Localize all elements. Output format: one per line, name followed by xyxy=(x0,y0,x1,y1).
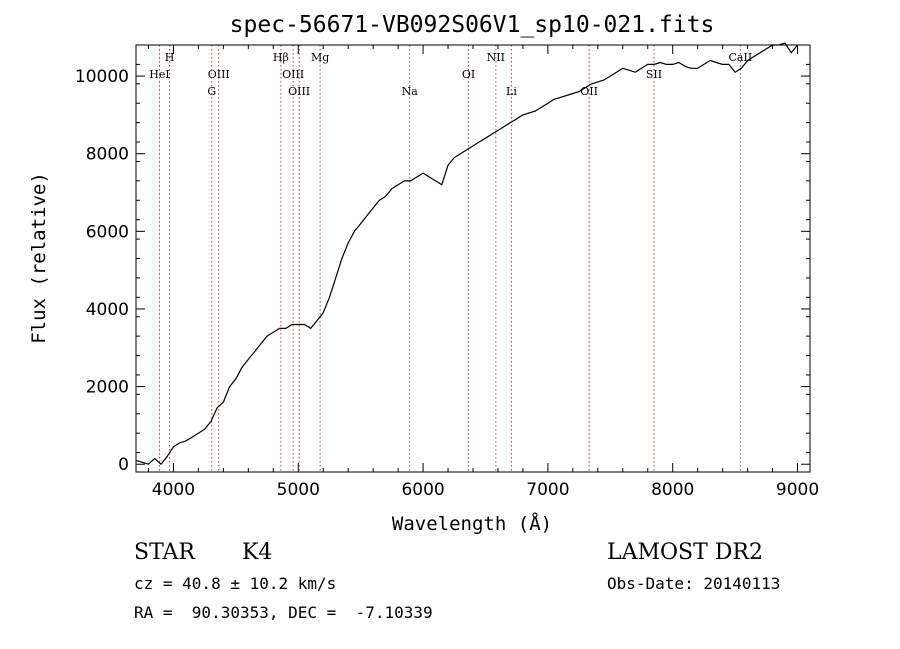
plot-frame xyxy=(135,44,811,473)
x-tick-label: 7000 xyxy=(526,480,569,500)
line-marker-label: H xyxy=(165,51,175,64)
line-marker-label: OIII xyxy=(282,68,304,81)
y-tick-label: 6000 xyxy=(86,222,129,242)
emission-line-markers: HeI H OIII G Hβ OIII OIII Mg Na OI NII Li OII SII CaII xyxy=(149,45,752,472)
line-marker-label: Hβ xyxy=(273,51,289,64)
y-tick-label: 0 xyxy=(118,455,129,475)
x-tick-label: 6000 xyxy=(401,480,444,500)
survey-name: LAMOST DR2 xyxy=(607,540,763,565)
x-tick-label: 5000 xyxy=(277,480,320,500)
line-marker-label: OIII xyxy=(288,85,310,98)
class-type: STAR xyxy=(134,540,195,565)
y-tick-label: 8000 xyxy=(86,145,129,165)
line-marker-label: CaII xyxy=(729,51,753,64)
x-tick-label: 4000 xyxy=(152,480,195,500)
line-marker-label: G xyxy=(207,85,216,98)
line-marker-label: Mg xyxy=(311,51,329,64)
line-marker-label: OII xyxy=(580,85,598,98)
obs-date: Obs-Date: 20140113 xyxy=(607,574,781,593)
line-marker-label: Li xyxy=(506,85,517,98)
x-tick-label: 9000 xyxy=(776,480,819,500)
line-marker-label: OIII xyxy=(208,68,230,81)
line-marker-label: OI xyxy=(462,68,475,81)
line-marker-label: NII xyxy=(487,51,505,64)
y-tick-label: 10000 xyxy=(75,67,129,87)
line-marker-label: Na xyxy=(402,85,419,98)
line-marker-label: HeI xyxy=(149,68,169,81)
y-axis-label: Flux (relative) xyxy=(28,172,50,344)
axis-ticks: 4000 5000 6000 7000 8000 9000 0 2000 4000 6000 800… xyxy=(75,44,819,500)
y-tick-label: 4000 xyxy=(86,300,129,320)
subclass: K4 xyxy=(242,540,273,565)
y-tick-label: 2000 xyxy=(86,378,129,398)
x-tick-label: 8000 xyxy=(651,480,694,500)
cz-value: cz = 40.8 ± 10.2 km/s xyxy=(134,574,337,593)
chart-title: spec-56671-VB092S06V1_sp10-021.fits xyxy=(230,12,715,38)
coordinates: RA = 90.30353, DEC = -7.10339 xyxy=(134,603,433,622)
line-marker-label: SII xyxy=(646,68,662,81)
spectrum-line xyxy=(135,42,798,465)
x-axis-label: Wavelength (Å) xyxy=(392,512,552,535)
